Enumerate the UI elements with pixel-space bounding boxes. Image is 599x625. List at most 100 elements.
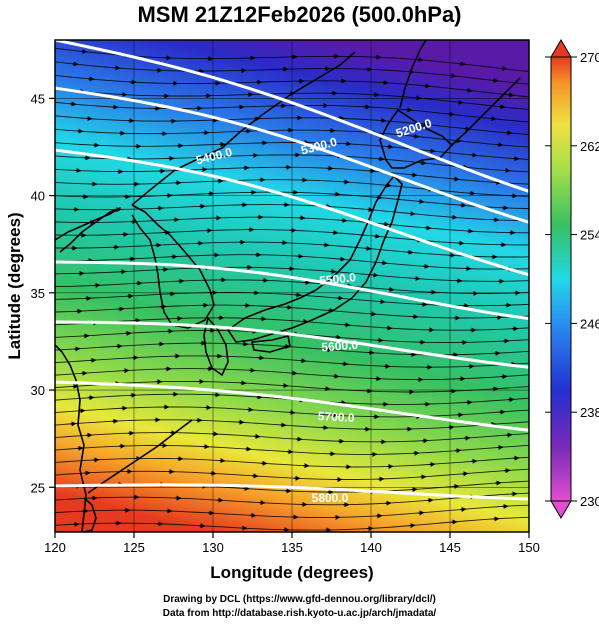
wind-arrow <box>80 48 88 54</box>
streamline <box>55 419 529 430</box>
contour-label: 5500.0 <box>319 270 357 288</box>
wind-arrow <box>322 242 330 248</box>
y-tick-label: 40 <box>31 189 45 204</box>
contour-line <box>55 86 529 224</box>
wind-arrow <box>461 471 469 477</box>
y-tick-label: 35 <box>31 286 45 301</box>
wind-arrow <box>456 99 464 105</box>
wind-arrow <box>498 104 506 110</box>
wind-arrow <box>408 523 416 529</box>
map-title: MSM 21Z12Feb2026 (500.0hPa) <box>137 2 462 27</box>
y-tick-label: 25 <box>31 480 45 495</box>
streamline <box>55 115 529 135</box>
streamline <box>55 101 529 123</box>
wind-arrow <box>387 286 395 292</box>
wind-arrow <box>336 295 344 301</box>
colorbar: 270 262 254 246 238 230 <box>545 39 599 519</box>
wind-arrow <box>417 510 425 516</box>
wind-arrow <box>423 83 431 89</box>
y-tick-label: 45 <box>31 91 45 106</box>
streamline <box>55 179 529 197</box>
coastline-japan-honshu <box>227 175 403 343</box>
wind-arrow <box>338 256 346 262</box>
colorbar-tick-label: 262 <box>580 139 599 154</box>
wind-arrow <box>496 444 504 450</box>
coastline-manchuria <box>131 51 356 206</box>
streamline <box>55 216 529 234</box>
wind-arrow <box>382 221 390 227</box>
coastline-shandong <box>55 207 121 253</box>
wind-arrow <box>458 61 466 67</box>
wind-arrow <box>69 421 77 427</box>
wind-arrow <box>421 121 429 127</box>
wind-arrow <box>113 65 121 71</box>
wind-arrow <box>507 92 515 98</box>
streamline <box>55 432 529 443</box>
wind-arrow <box>380 260 388 266</box>
colorbar-tick-label: 238 <box>580 405 599 420</box>
wind-arrow <box>489 116 497 122</box>
coastline-taiwan <box>83 497 97 532</box>
contour-label: 5800.0 <box>312 491 349 505</box>
streamline <box>55 317 529 331</box>
streamline <box>55 74 529 98</box>
wind-arrow <box>406 249 414 255</box>
contour-line <box>55 483 529 501</box>
wind-arrow <box>452 483 460 489</box>
x-tick-label: 135 <box>281 540 303 555</box>
wind-arrow <box>505 130 513 136</box>
x-tick-label: 125 <box>123 540 145 555</box>
wind-arrow <box>341 361 349 367</box>
wind-arrow <box>447 111 455 117</box>
wind-arrow <box>459 202 467 208</box>
wind-arrow <box>371 272 379 278</box>
x-axis-ticks: 120 125 130 135 140 145 150 <box>44 532 540 555</box>
wind-arrow <box>452 176 460 182</box>
wind-arrow <box>416 57 424 63</box>
coastline <box>55 40 521 532</box>
streamline <box>55 279 529 294</box>
contour-line <box>55 148 529 277</box>
colorbar-tick-label: 246 <box>580 316 599 331</box>
coastline-china <box>55 344 87 532</box>
wind-arrow <box>428 148 436 154</box>
wind-arrow <box>414 95 422 101</box>
wind-arrow <box>290 370 298 376</box>
wind-arrow <box>459 506 467 512</box>
wind-arrow <box>494 480 502 486</box>
wind-arrow <box>369 311 377 317</box>
coastline-japan-kyushu <box>203 317 229 376</box>
y-tick-label: 30 <box>31 383 45 398</box>
wind-arrow <box>343 322 351 328</box>
wind-arrow <box>408 211 416 217</box>
coastline-ryukyu <box>87 419 193 494</box>
wind-arrow <box>368 168 376 174</box>
wind-arrow <box>470 152 478 158</box>
x-tick-label: 130 <box>202 540 224 555</box>
contour-line <box>55 320 529 369</box>
footer-credit-drawing: Drawing by DCL (https://www.gfd-dennou.o… <box>163 594 436 605</box>
wind-arrow <box>71 61 79 67</box>
contour-label: 5600.0 <box>321 338 359 355</box>
colorbar-top-arrow <box>550 39 572 58</box>
y-axis-label: Latitude (degrees) <box>5 212 24 359</box>
streamline <box>55 492 529 506</box>
wind-arrow <box>465 87 473 93</box>
wind-arrow <box>405 107 413 113</box>
wind-arrow <box>500 66 508 72</box>
wind-arrow <box>373 233 381 239</box>
x-axis-label: Longitude (degrees) <box>210 563 373 582</box>
coastline-japan-hokkaido <box>379 109 453 169</box>
wind-arrow <box>334 334 342 340</box>
x-tick-label: 140 <box>360 540 382 555</box>
contour-line <box>55 40 529 193</box>
colorbar-tick-label: 230 <box>580 494 599 509</box>
streamline <box>55 456 529 468</box>
wind-arrow <box>69 101 77 107</box>
wind-arrow <box>378 299 386 305</box>
streamline <box>55 355 529 368</box>
wind-arrow <box>364 245 372 251</box>
colorbar-tick-label: 270 <box>580 50 599 65</box>
wind-arrow <box>87 76 95 82</box>
wind-arrow <box>417 198 425 204</box>
